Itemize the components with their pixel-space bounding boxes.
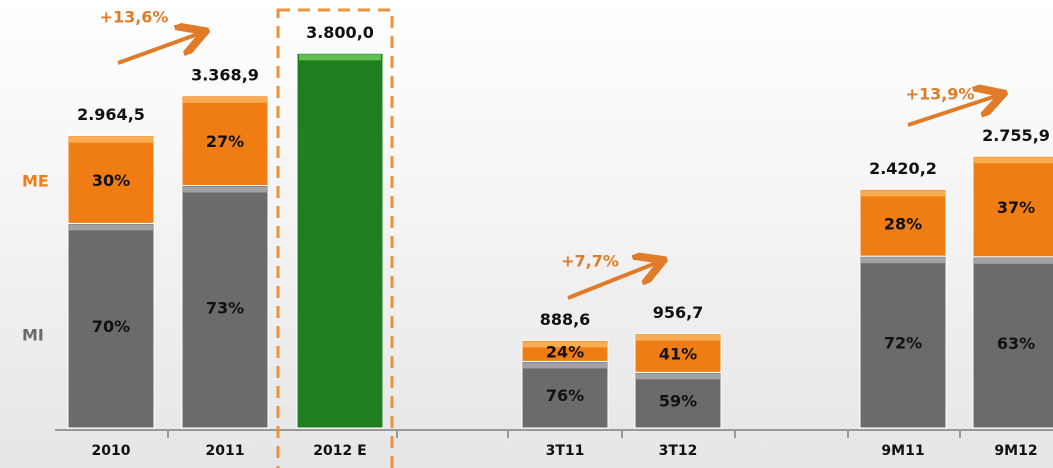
segment-highlight	[183, 96, 267, 103]
total-label: 2.964,5	[77, 105, 145, 124]
total-label: 3.368,9	[191, 65, 259, 84]
total-label: 888,6	[540, 310, 591, 329]
growth-label: +13,6%	[100, 8, 169, 27]
total-label: 2.755,9	[982, 126, 1050, 145]
category-label: 9M11	[881, 443, 924, 459]
category-label: 9M12	[994, 443, 1037, 459]
segment-highlight	[974, 157, 1053, 164]
bar-segment	[67, 222, 155, 429]
bar	[296, 52, 384, 429]
category-label: 3T11	[546, 443, 585, 459]
bar-segment	[859, 255, 947, 429]
bar-segment	[859, 188, 947, 257]
segment-highlight	[69, 224, 153, 231]
segment-highlight	[523, 362, 607, 369]
segment-highlight	[183, 186, 267, 193]
segment-label: 27%	[206, 132, 244, 151]
segment-highlight	[523, 341, 607, 348]
series-label: MI	[22, 326, 44, 345]
segment-highlight	[861, 190, 945, 197]
segment-highlight	[69, 136, 153, 143]
segment-label: 37%	[997, 198, 1035, 217]
segment-label: 76%	[546, 386, 584, 405]
total-label: 2.420,2	[869, 159, 937, 178]
total-label: 3.800,0	[306, 23, 374, 42]
bar-segment	[972, 155, 1053, 258]
segment-label: 30%	[92, 171, 130, 190]
segment-highlight	[636, 334, 720, 341]
category-separators	[167, 430, 961, 438]
growth-label: +13,9%	[906, 85, 975, 104]
total-label: 956,7	[653, 303, 704, 322]
bar-highlight	[299, 54, 381, 61]
segment-label: 73%	[206, 298, 244, 317]
segment-label: 59%	[659, 392, 697, 411]
segment-highlight	[974, 257, 1053, 264]
bar-segment	[521, 360, 609, 429]
bar-segment	[181, 185, 269, 429]
segment-label: 70%	[92, 317, 130, 336]
growth-label: +7,7%	[561, 252, 619, 271]
segment-label: 24%	[546, 342, 584, 361]
bar-segment	[181, 95, 269, 187]
category-label: 2010	[92, 443, 131, 459]
growth-arrows	[117, 34, 996, 300]
bar-segment	[67, 135, 155, 224]
segment-label: 72%	[884, 334, 922, 353]
segment-highlight	[861, 257, 945, 264]
category-label: 3T12	[659, 443, 698, 459]
bar-segment	[634, 371, 722, 429]
category-label: 2012 E	[313, 443, 366, 459]
series-label: ME	[22, 172, 49, 191]
category-label: 2011	[206, 443, 245, 459]
estimate-frame	[276, 8, 394, 468]
segment-highlight	[636, 373, 720, 380]
segment-label: 63%	[997, 334, 1035, 353]
segment-label: 41%	[659, 345, 697, 364]
segment-label: 28%	[884, 214, 922, 233]
